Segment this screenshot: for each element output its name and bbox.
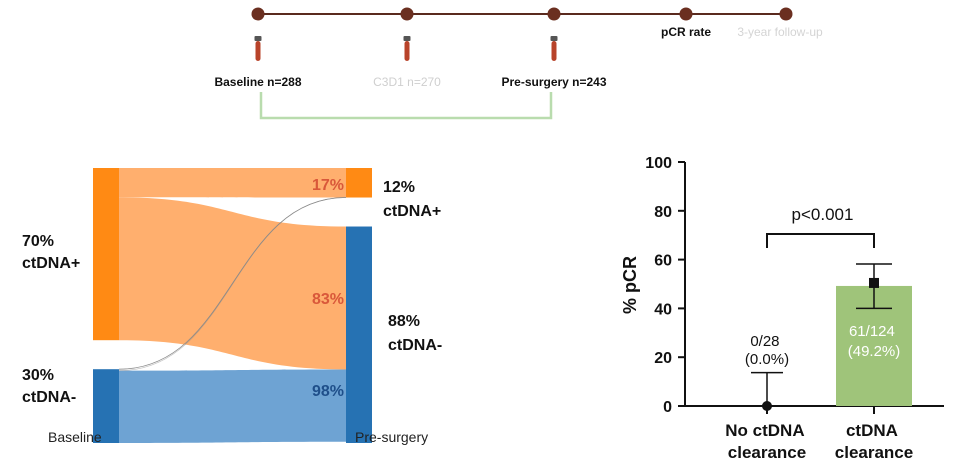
flow-pos-to-pos [119, 168, 346, 198]
node-label-baseline-pos: 70% ctDNA+ [22, 233, 80, 272]
y-tick-label: 100 [645, 155, 672, 172]
blood-tube-icon [550, 36, 558, 61]
timeline-bracket [259, 92, 553, 120]
data-point-clearance [869, 277, 879, 288]
bar-label-clearance: 61/124 (49.2%) [848, 323, 901, 360]
stage-label-presurgery: Pre-surgery [355, 429, 428, 445]
node-label-presurgery-neg: 88% ctDNA- [388, 313, 442, 354]
timeline-dot-c3d1 [400, 7, 414, 21]
y-axis-label: % pCR [620, 256, 640, 314]
timeline-dot-baseline [251, 7, 265, 21]
y-tick-label: 40 [654, 301, 672, 318]
y-tick-label: 80 [654, 204, 672, 221]
y-tick-label: 20 [654, 350, 672, 367]
significance-bracket [766, 233, 875, 248]
node-presurgery-ctdna-pos [346, 168, 372, 198]
timeline-dot-followup [779, 7, 793, 21]
y-tick-label: 0 [663, 399, 672, 416]
flow-label: 98% [312, 383, 344, 400]
node-label-presurgery-pos: 12% ctDNA+ [383, 179, 441, 220]
significance-annotation: p<0.001 [792, 205, 854, 224]
timeline-label-baseline: Baseline n=288 [214, 75, 301, 89]
node-label-baseline-neg: 30% ctDNA- [22, 367, 76, 406]
flow-label: 83% [312, 291, 344, 308]
bar-label-no-clearance: 0/28 (0.0%) [745, 333, 789, 368]
timeline-dot-pcr [679, 7, 693, 21]
blood-tube-icon [254, 36, 262, 61]
stage-label-baseline: Baseline [48, 429, 102, 445]
flow-label: 17% [312, 177, 344, 194]
node-baseline-ctdna-pos [93, 168, 119, 341]
flow-minor-line [118, 197, 347, 372]
y-tick-label: 60 [654, 253, 672, 270]
node-presurgery-ctdna-neg [346, 226, 372, 443]
timeline: Baseline n=288 C3D1 n=270 Pre-surgery n=… [214, 7, 823, 120]
sankey-chart: 17% 83% 98% 70% ctDNA+ 30% ctDNA- 12% ct… [22, 168, 442, 445]
timeline-label-pcr: pCR rate [661, 25, 711, 39]
bar-chart: % pCR 0 20 40 60 80 100 0/28 (0.0%) 61/124 (4… [620, 155, 944, 462]
flow-neg-to-neg [119, 369, 346, 443]
blood-tube-icon [403, 36, 411, 61]
x-tick-label-no-clearance: No ctDNA clearance [725, 421, 808, 462]
data-point-no-clearance [762, 401, 772, 411]
timeline-label-presurgery: Pre-surgery n=243 [501, 75, 606, 89]
node-baseline-ctdna-neg [93, 369, 119, 443]
x-tick-label-clearance: ctDNA clearance [835, 421, 913, 462]
timeline-label-followup: 3-year follow-up [737, 25, 823, 39]
timeline-label-c3d1: C3D1 n=270 [373, 75, 441, 89]
timeline-dot-presurgery [547, 7, 561, 21]
y-axis-ticks: 0 20 40 60 80 100 [645, 155, 685, 416]
